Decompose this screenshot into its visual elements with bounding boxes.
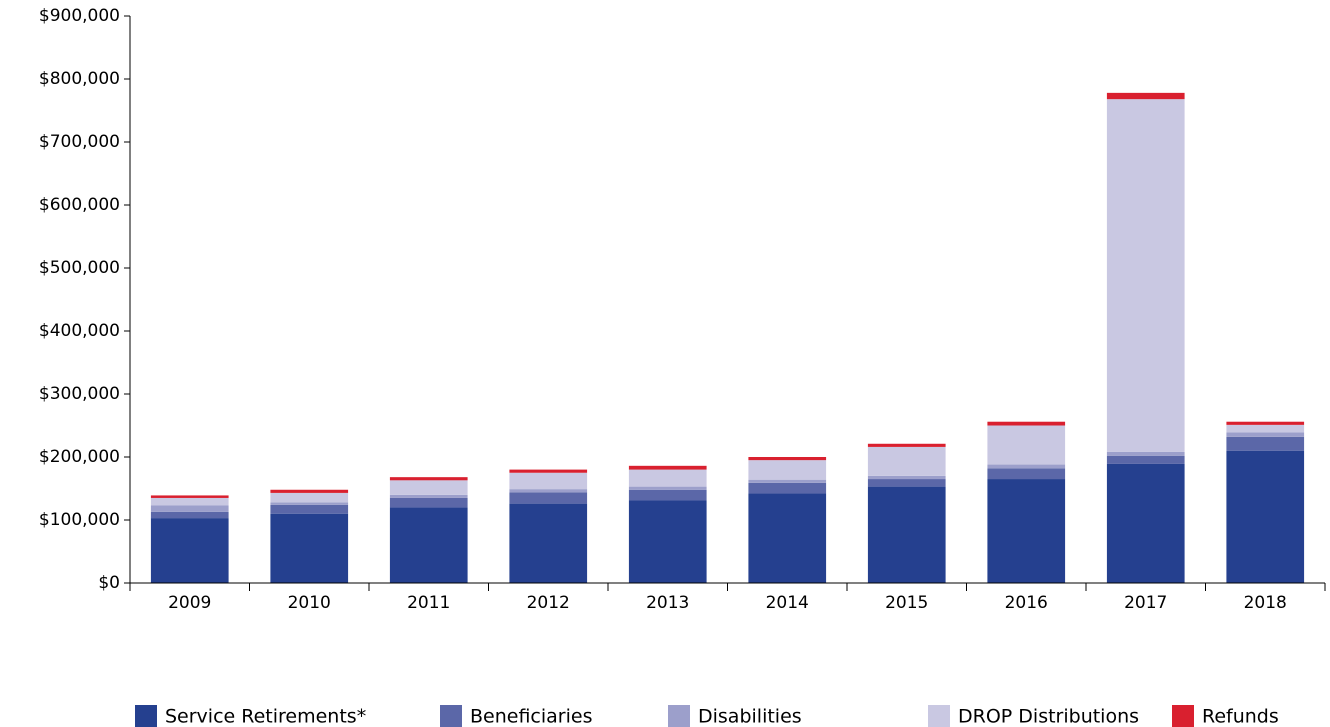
bar-segment bbox=[270, 513, 349, 583]
bar-segment bbox=[748, 482, 827, 494]
y-tick-label: $300,000 bbox=[39, 384, 120, 404]
legend-label: Beneficiaries bbox=[470, 706, 592, 727]
legend-swatch bbox=[668, 705, 690, 727]
y-tick-label: $600,000 bbox=[39, 195, 120, 215]
bar-segment bbox=[628, 489, 707, 501]
x-tick-label: 2014 bbox=[766, 593, 809, 613]
bar-segment bbox=[509, 469, 588, 473]
y-tick-label: $0 bbox=[98, 573, 120, 593]
bar-segment bbox=[1226, 432, 1305, 437]
bar-segment bbox=[628, 465, 707, 470]
bar-segment bbox=[987, 464, 1066, 469]
x-tick-label: 2013 bbox=[646, 593, 689, 613]
bar-segment bbox=[509, 472, 588, 490]
bar-segment bbox=[270, 504, 349, 514]
bar-segment bbox=[867, 475, 946, 480]
x-tick-label: 2017 bbox=[1124, 593, 1167, 613]
bar-segment bbox=[150, 495, 229, 498]
bar-segment bbox=[748, 457, 827, 461]
bar-segment bbox=[150, 511, 229, 519]
x-tick-label: 2015 bbox=[885, 593, 928, 613]
legend-swatch bbox=[1172, 705, 1194, 727]
bar-segment bbox=[270, 502, 349, 505]
y-tick-label: $100,000 bbox=[39, 510, 120, 530]
legend-swatch bbox=[928, 705, 950, 727]
bar-segment bbox=[1106, 463, 1185, 583]
bar-segment bbox=[1106, 451, 1185, 456]
bar-segment bbox=[628, 469, 707, 487]
x-tick-label: 2011 bbox=[407, 593, 450, 613]
legend-swatch bbox=[440, 705, 462, 727]
bar-segment bbox=[748, 460, 827, 480]
bar-segment bbox=[987, 425, 1066, 465]
legend-label: DROP Distributions bbox=[958, 706, 1139, 727]
y-tick-label: $200,000 bbox=[39, 447, 120, 467]
y-tick-label: $500,000 bbox=[39, 258, 120, 278]
bar-segment bbox=[389, 507, 468, 583]
bar-segment bbox=[509, 492, 588, 504]
legend-label: Refunds bbox=[1202, 706, 1279, 727]
y-tick-label: $400,000 bbox=[39, 321, 120, 341]
bar-segment bbox=[1226, 421, 1305, 425]
x-tick-label: 2012 bbox=[527, 593, 570, 613]
bar-segment bbox=[1106, 92, 1185, 100]
bar-segment bbox=[987, 468, 1066, 480]
bar-segment bbox=[867, 446, 946, 476]
bar-segment bbox=[509, 489, 588, 493]
bar-segment bbox=[748, 493, 827, 583]
bar-segment bbox=[509, 503, 588, 583]
legend-label: Disabilities bbox=[698, 706, 802, 727]
x-tick-label: 2010 bbox=[288, 593, 331, 613]
bar-segment bbox=[987, 421, 1066, 426]
bar-segment bbox=[628, 500, 707, 583]
bar-segment bbox=[150, 497, 229, 506]
bar-segment bbox=[150, 518, 229, 583]
legend-swatch bbox=[135, 705, 157, 727]
bar-segment bbox=[1226, 436, 1305, 451]
bar-segment bbox=[270, 492, 349, 503]
bar-segment bbox=[748, 479, 827, 483]
bar-segment bbox=[389, 497, 468, 508]
legend-label: Service Retirements* bbox=[165, 706, 366, 727]
bar-segment bbox=[628, 486, 707, 490]
x-tick-label: 2009 bbox=[168, 593, 211, 613]
bar-segment bbox=[867, 443, 946, 447]
y-tick-label: $800,000 bbox=[39, 69, 120, 89]
bar-segment bbox=[150, 505, 229, 512]
bar-segment bbox=[1106, 99, 1185, 452]
bar-segment bbox=[389, 477, 468, 481]
bar-segment bbox=[867, 486, 946, 583]
bar-segment bbox=[867, 479, 946, 487]
bar-segment bbox=[987, 479, 1066, 583]
bar-segment bbox=[1106, 455, 1185, 464]
y-tick-label: $700,000 bbox=[39, 132, 120, 152]
bar-segment bbox=[389, 480, 468, 495]
bar-segment bbox=[270, 489, 349, 493]
bar-segment bbox=[389, 494, 468, 498]
y-tick-label: $900,000 bbox=[39, 6, 120, 26]
bar-segment bbox=[1226, 450, 1305, 583]
legend: Service Retirements* Beneficiaries Disabil… bbox=[135, 705, 1279, 727]
x-tick-label: 2018 bbox=[1244, 593, 1287, 613]
x-tick-label: 2016 bbox=[1005, 593, 1048, 613]
bar-segment bbox=[1226, 424, 1305, 433]
